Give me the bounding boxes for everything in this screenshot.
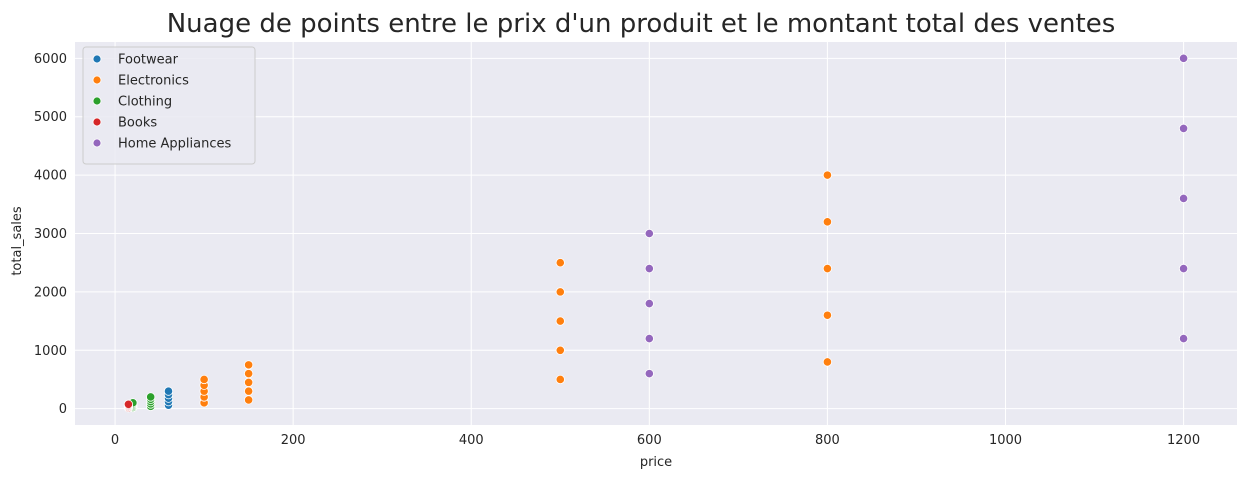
y-tick-label: 6000 <box>34 52 67 67</box>
x-tick-label: 1200 <box>1167 433 1200 448</box>
legend-label: Clothing <box>118 95 172 110</box>
data-point-electronics <box>244 369 254 379</box>
x-axis-label: price <box>640 455 672 470</box>
chart-title: Nuage de points entre le prix d'un produ… <box>167 9 1116 39</box>
legend-marker <box>92 96 102 106</box>
data-point-home-appliances <box>644 369 654 379</box>
data-point-electronics <box>244 377 254 387</box>
data-point-electronics <box>555 316 565 326</box>
tick-labels: 0 200 400 600 800 1000 1200 0 1000 2000 3000 4000 50… <box>34 52 1200 448</box>
x-tick-label: 800 <box>815 433 840 448</box>
data-point-electronics <box>822 170 833 180</box>
legend-label: Electronics <box>118 74 189 89</box>
legend-label: Home Appliances <box>118 137 231 152</box>
data-point-home-appliances <box>644 263 654 274</box>
y-tick-label: 5000 <box>34 110 67 125</box>
x-tick-label: 400 <box>459 433 484 448</box>
data-point-home-appliances <box>1178 263 1189 274</box>
data-point-home-appliances <box>644 333 654 344</box>
y-tick-label: 4000 <box>34 169 67 184</box>
y-axis-label: total_sales <box>10 206 25 276</box>
data-point-electronics <box>199 374 209 385</box>
data-point-home-appliances <box>1178 333 1189 344</box>
data-points <box>123 53 1189 413</box>
data-point-electronics <box>244 395 254 405</box>
data-point-electronics <box>555 345 565 355</box>
data-point-electronics <box>555 374 565 385</box>
data-point-electronics <box>822 357 833 367</box>
data-point-home-appliances <box>644 298 654 309</box>
legend-box <box>82 46 256 165</box>
y-tick-label: 1000 <box>34 344 67 359</box>
grid-lines <box>75 42 1237 425</box>
legend-marker <box>92 138 102 148</box>
legend: Footwear Electronics Clothing Books Home App… <box>82 46 256 165</box>
x-tick-label: 200 <box>281 433 306 448</box>
data-point-home-appliances <box>1178 123 1189 134</box>
x-tick-label: 1000 <box>989 433 1022 448</box>
y-tick-label: 0 <box>59 402 67 417</box>
legend-marker <box>92 117 102 127</box>
y-tick-label: 3000 <box>34 227 67 242</box>
data-point-electronics <box>555 287 565 297</box>
data-point-electronics <box>822 217 833 227</box>
x-tick-label: 0 <box>111 433 119 448</box>
legend-label: Footwear <box>118 53 179 68</box>
data-point-home-appliances <box>1178 193 1189 204</box>
data-point-electronics <box>822 263 833 274</box>
data-point-electronics <box>555 258 565 268</box>
data-point-home-appliances <box>644 228 654 239</box>
data-point-clothing <box>146 392 156 402</box>
y-tick-label: 2000 <box>34 285 67 300</box>
data-point-footwear <box>163 386 174 396</box>
data-point-home-appliances <box>1178 53 1189 63</box>
data-point-electronics <box>244 360 254 370</box>
legend-marker <box>92 75 102 85</box>
data-point-electronics <box>244 386 254 396</box>
legend-label: Books <box>118 116 157 131</box>
legend-marker <box>92 54 102 64</box>
data-point-books <box>123 399 134 409</box>
data-point-electronics <box>822 310 833 320</box>
x-tick-label: 600 <box>637 433 662 448</box>
